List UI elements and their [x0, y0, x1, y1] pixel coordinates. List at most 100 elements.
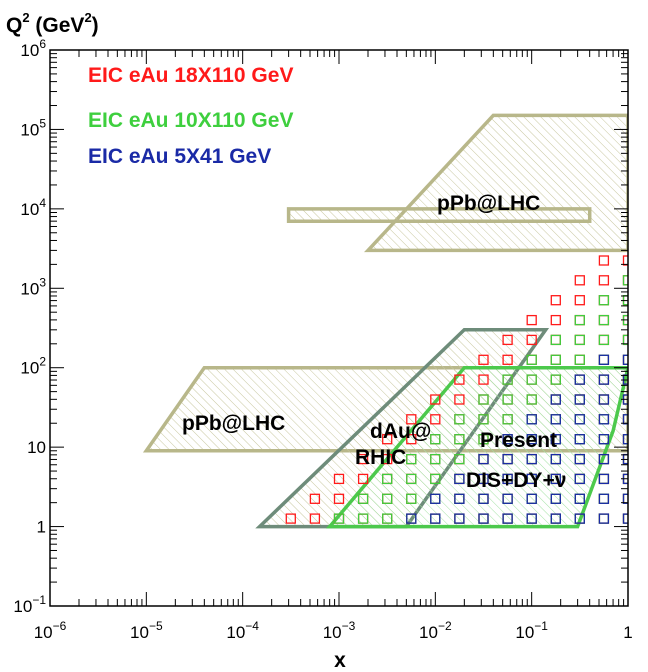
- point-2: [598, 453, 610, 465]
- axis-tick-labels: 10−6 10−5 10−4 10−3 10−2 10−1 1 10−1 1 10 102 103 10…: [13, 37, 632, 642]
- point-2: [454, 493, 465, 504]
- point-1: [357, 493, 369, 504]
- point-2: [502, 434, 513, 445]
- x-tick-label: 1: [623, 623, 632, 642]
- x-tick-label: 10−5: [130, 619, 163, 642]
- point-2: [478, 453, 489, 465]
- point-1: [598, 314, 610, 326]
- point-1: [382, 473, 393, 485]
- point-2: [526, 473, 537, 485]
- point-2: [550, 434, 561, 445]
- point-0: [502, 334, 513, 346]
- point-2: [622, 434, 628, 445]
- point-0: [598, 513, 610, 524]
- point-1: [550, 354, 561, 365]
- point-1: [598, 473, 610, 485]
- point-2: [574, 513, 585, 524]
- point-0: [382, 453, 393, 465]
- points-layer: [285, 255, 628, 524]
- point-0: [526, 314, 537, 326]
- point-2: [598, 354, 610, 365]
- point-0: [550, 295, 561, 306]
- point-0: [574, 314, 585, 326]
- point-0: [357, 473, 369, 485]
- point-2: [598, 434, 610, 445]
- point-2: [502, 493, 513, 504]
- point-2: [574, 374, 585, 385]
- point-2: [574, 434, 585, 445]
- point-1: [454, 434, 465, 445]
- point-1: [430, 473, 441, 485]
- y-tick-label: 10: [27, 438, 46, 457]
- point-0: [454, 374, 465, 385]
- y-tick-label: 102: [20, 355, 46, 378]
- point-2: [574, 394, 585, 405]
- point-2: [454, 513, 465, 524]
- point-2: [550, 394, 561, 405]
- label-dau-line1: dAu@: [370, 420, 431, 443]
- region-1: [286, 207, 592, 223]
- point-0: [333, 473, 345, 485]
- point-2: [430, 493, 441, 504]
- point-2: [550, 453, 561, 465]
- point-2: [430, 513, 441, 524]
- point-1: [526, 374, 537, 385]
- point-2: [622, 493, 628, 504]
- point-2: [502, 513, 513, 524]
- point-2: [622, 513, 628, 524]
- point-1: [406, 453, 417, 465]
- point-1: [430, 453, 441, 465]
- x-axis-title: x: [334, 649, 346, 672]
- point-2: [574, 473, 585, 485]
- point-2: [550, 493, 561, 504]
- label-dau-line2: RHIC: [355, 446, 406, 469]
- point-2: [526, 453, 537, 465]
- point-0: [406, 434, 417, 445]
- legend-item-18x110: EIC eAu 18X110 GeV: [88, 64, 293, 87]
- y-tick-label: 103: [20, 275, 46, 298]
- label-present-line2: DIS+DY+ν: [466, 469, 566, 492]
- point-2: [526, 513, 537, 524]
- point-1: [574, 314, 585, 326]
- point-1: [478, 414, 489, 425]
- point-0: [430, 414, 441, 425]
- region-0: [363, 113, 628, 253]
- point-1: [598, 295, 610, 306]
- point-0: [309, 493, 321, 504]
- point-2: [454, 473, 465, 485]
- regions-layer: [142, 113, 628, 529]
- point-1: [478, 394, 489, 405]
- point-2: [550, 414, 561, 425]
- legend-item-5x41: EIC eAu 5X41 GeV: [88, 145, 271, 168]
- point-1: [502, 394, 513, 405]
- y-tick-label: 105: [20, 116, 46, 139]
- point-1: [333, 513, 345, 524]
- point-0: [574, 295, 585, 306]
- point-0: [550, 334, 561, 346]
- point-2: [598, 414, 610, 425]
- point-2: [478, 473, 489, 485]
- point-0: [357, 453, 369, 465]
- point-0: [333, 493, 345, 504]
- point-1: [357, 513, 369, 524]
- point-1: [454, 414, 465, 425]
- point-0: [598, 275, 610, 286]
- region-4: [325, 365, 628, 529]
- point-0: [598, 473, 610, 485]
- point-2: [550, 513, 561, 524]
- point-0: [285, 513, 296, 524]
- point-2: [574, 493, 585, 504]
- axis-ticks: [49, 49, 629, 607]
- point-1: [550, 334, 561, 346]
- point-2: [574, 414, 585, 425]
- point-2: [502, 473, 513, 485]
- point-1: [430, 434, 441, 445]
- point-2: [406, 513, 417, 524]
- label-ppb-lhc-low: pPb@LHC: [182, 412, 285, 435]
- point-0: [478, 374, 489, 385]
- point-0: [309, 513, 321, 524]
- x-tick-label: 10−2: [419, 619, 452, 642]
- point-1: [502, 374, 513, 385]
- x-tick-label: 10−1: [515, 619, 548, 642]
